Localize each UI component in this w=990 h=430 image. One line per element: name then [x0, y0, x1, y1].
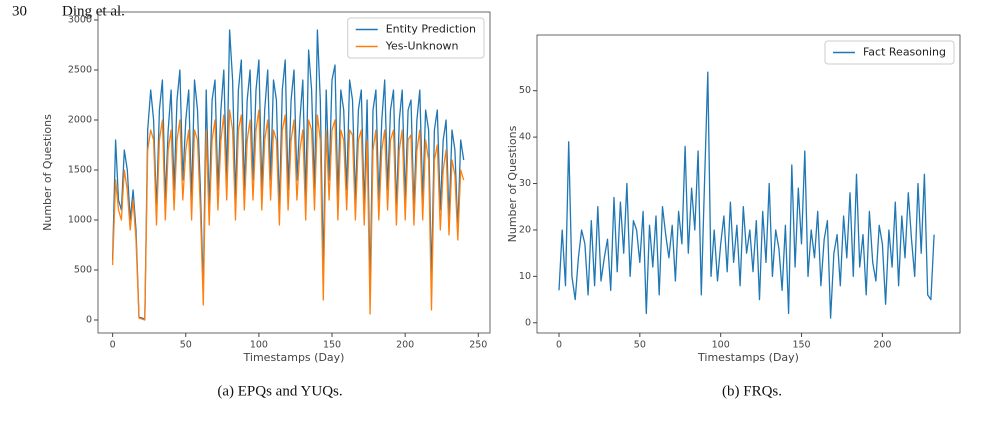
x-tick-label: 250	[469, 340, 487, 351]
running-head: Ding et al.	[62, 3, 125, 19]
x-axis-label: Timestamps (Day)	[697, 351, 799, 364]
legend-label: Fact Reasoning	[863, 46, 946, 59]
y-tick-label: 40	[519, 132, 531, 143]
x-tick-label: 100	[712, 340, 730, 351]
x-tick-label: 0	[110, 340, 116, 351]
y-tick-label: 3000	[68, 15, 92, 26]
x-tick-label: 50	[180, 340, 192, 351]
page-number: 30	[12, 3, 27, 19]
x-tick-label: 150	[792, 340, 810, 351]
y-tick-label: 1500	[68, 165, 92, 176]
legend-label: Entity Prediction	[386, 23, 476, 36]
series-line	[111, 109, 465, 321]
x-tick-label: 200	[396, 340, 414, 351]
caption: (a) EPQs and YUQs.	[217, 383, 342, 399]
y-tick-label: 20	[519, 224, 531, 235]
x-axis-label: Timestamps (Day)	[243, 351, 345, 364]
plot-frame	[536, 34, 961, 334]
x-tick-label: 100	[250, 340, 268, 351]
legend: Entity Prediction Yes-Unknown	[347, 17, 485, 59]
y-tick-label: 1000	[68, 215, 92, 226]
y-axis-label: Number of Questions	[506, 125, 519, 242]
x-tick-label: 150	[323, 340, 341, 351]
y-tick-label: 0	[86, 315, 92, 326]
y-tick-label: 50	[519, 85, 531, 96]
y-tick-label: 10	[519, 271, 531, 282]
y-axis-label: Number of Questions	[41, 114, 54, 231]
series-line	[111, 29, 465, 320]
y-tick-label: 0	[525, 317, 531, 328]
y-tick-label: 500	[74, 265, 92, 276]
legend-label: Yes-Unknown	[385, 40, 459, 53]
caption: (b) FRQs.	[722, 383, 782, 399]
y-tick-label: 30	[519, 178, 531, 189]
legend: Fact Reasoning	[824, 40, 955, 65]
x-tick-label: 0	[556, 340, 562, 351]
y-tick-label: 2000	[68, 115, 92, 126]
plot-frame	[97, 11, 491, 334]
x-tick-label: 200	[873, 340, 891, 351]
legend-frame	[347, 17, 485, 59]
y-tick-label: 2500	[68, 65, 92, 76]
legend-frame	[824, 40, 955, 65]
chart: 0 50 100 150 200 250050010001500200025003000T…	[41, 11, 491, 399]
chart: 0 50 100 150 200 0 10 20 30 40 50 Timestamps (Day) N…	[506, 34, 961, 399]
series-line	[558, 71, 935, 319]
x-tick-label: 50	[634, 340, 646, 351]
